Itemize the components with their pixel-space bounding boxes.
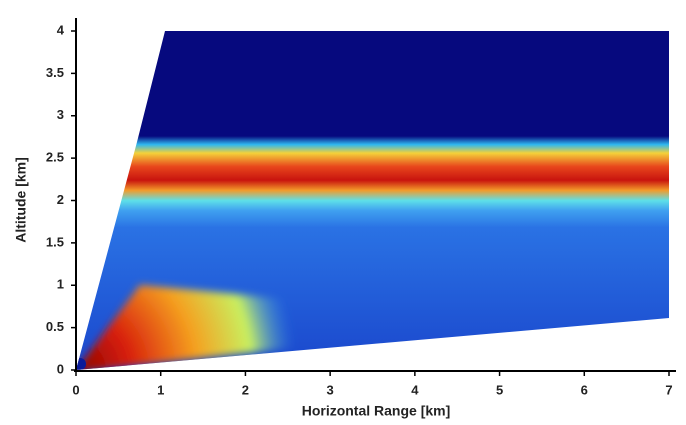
x-tick-label: 7 <box>665 382 672 397</box>
x-tick-label: 0 <box>72 382 79 397</box>
y-axis-label: Altitude [km] <box>13 157 29 243</box>
scan-field <box>76 31 669 370</box>
y-tick-label: 0 <box>57 361 64 376</box>
y-tick-label: 3.5 <box>46 65 64 80</box>
y-tick-label: 3 <box>57 107 64 122</box>
x-tick-label: 3 <box>327 382 334 397</box>
y-tick-label: 1.5 <box>46 234 64 249</box>
y-tick-label: 1 <box>57 277 64 292</box>
x-tick-label: 4 <box>411 382 419 397</box>
x-axis-label: Horizontal Range [km] <box>302 403 451 419</box>
y-tick-label: 4 <box>57 22 65 37</box>
x-tick-label: 1 <box>157 382 164 397</box>
x-tick-label: 6 <box>581 382 588 397</box>
y-tick-label: 0.5 <box>46 319 64 334</box>
y-tick-label: 2.5 <box>46 150 64 165</box>
y-tick-label: 2 <box>57 192 64 207</box>
x-tick-label: 2 <box>242 382 249 397</box>
x-tick-label: 5 <box>496 382 503 397</box>
